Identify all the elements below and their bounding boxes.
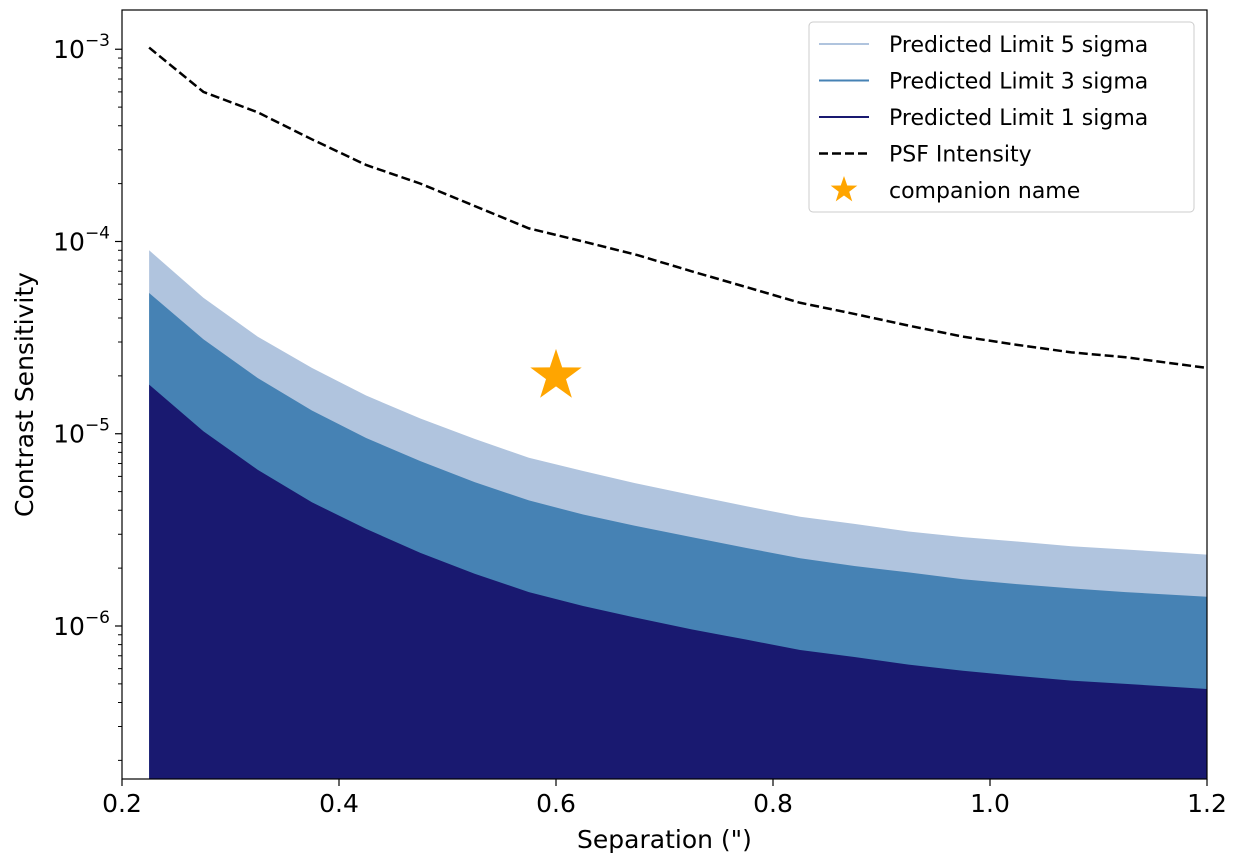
psf-intensity-line: [148, 46, 1208, 370]
legend-star-icon: [830, 176, 858, 202]
plot-frame: [121, 9, 1208, 780]
x-tick-label: 1.0: [970, 789, 1010, 818]
legend-item: Predicted Limit 5 sigma: [819, 33, 1148, 58]
legend-label: Predicted Limit 3 sigma: [889, 70, 1148, 95]
x-tick-label: 0.8: [753, 789, 793, 818]
y-axis-label: Contrast Sensitivity: [10, 272, 39, 517]
companion-marker-group: [530, 348, 582, 398]
y-tick-label: 10−3: [53, 31, 110, 64]
legend-label: PSF Intensity: [889, 143, 1032, 168]
x-tick-label: 0.4: [319, 789, 359, 818]
legend: Predicted Limit 5 sigma Predicted Limit 3…: [808, 21, 1195, 213]
x-axis-label: Separation ("): [577, 825, 752, 854]
legend-label: Predicted Limit 5 sigma: [889, 33, 1148, 58]
y-axis: 10−3 10−4 10−5 10−6: [53, 31, 122, 761]
y-tick-label: 10−4: [53, 223, 110, 256]
legend-label: Predicted Limit 1 sigma: [889, 106, 1148, 131]
x-tick-label: 1.2: [1187, 789, 1227, 818]
legend-item: Predicted Limit 1 sigma: [819, 106, 1148, 131]
legend-item: Predicted Limit 3 sigma: [819, 70, 1148, 95]
legend-item: PSF Intensity: [819, 143, 1032, 168]
psf-line-group: [148, 46, 1208, 370]
x-axis: 0.2 0.4 0.6 0.8 1.0 1.2: [102, 779, 1227, 818]
legend-item: companion name: [830, 176, 1080, 204]
y-tick-label: 10−6: [53, 608, 110, 641]
x-tick-label: 0.6: [536, 789, 576, 818]
y-tick-label: 10−5: [53, 416, 110, 449]
companion-star-marker: [530, 348, 582, 398]
area-1-sigma: [149, 384, 1207, 779]
sensitivity-areas: [149, 250, 1207, 779]
legend-label: companion name: [889, 179, 1080, 204]
x-tick-label: 0.2: [102, 789, 142, 818]
legend-box: [808, 21, 1195, 213]
